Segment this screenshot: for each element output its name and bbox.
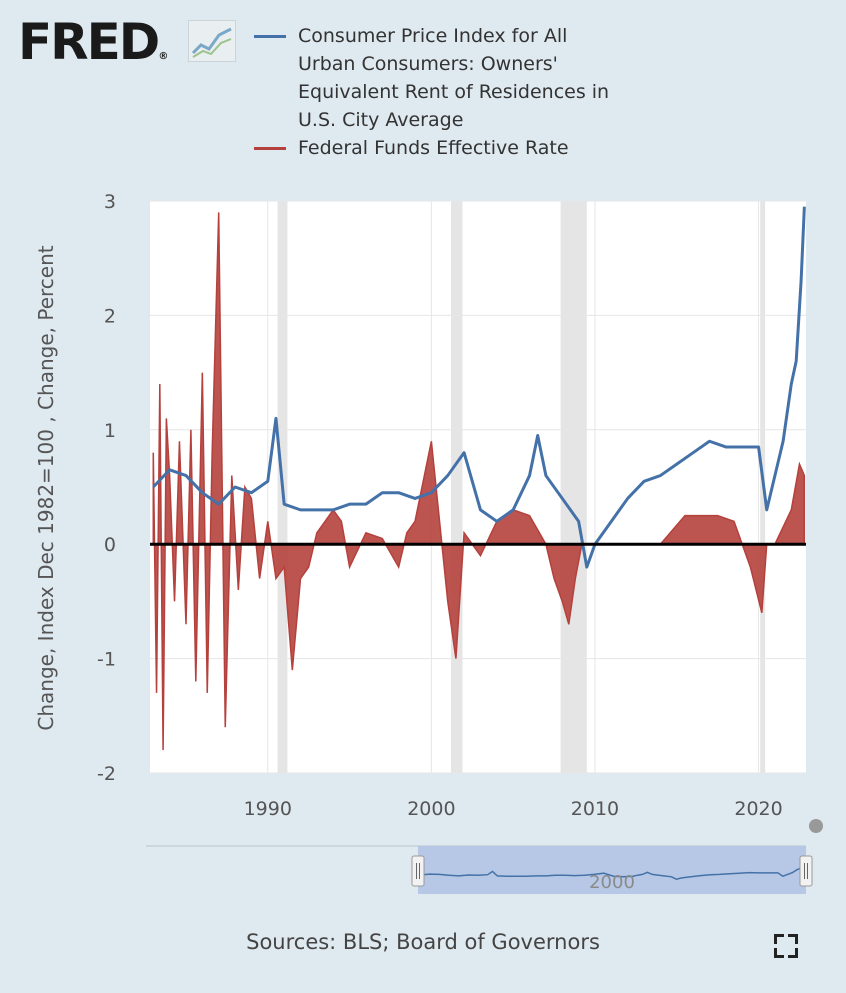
chart-legend: Consumer Price Index for All Urban Consu… <box>254 22 614 162</box>
recession-band <box>451 201 463 773</box>
series-cpi <box>152 206 806 569</box>
y-tick-label: -2 <box>97 763 116 785</box>
legend-swatch-cpi <box>254 35 286 38</box>
y-tick-label: -1 <box>97 649 116 671</box>
legend-item-fedfunds[interactable]: Federal Funds Effective Rate <box>254 134 614 162</box>
logo-text: FRED <box>18 13 160 71</box>
navigator-selection <box>418 846 806 894</box>
x-tick-label: 2000 <box>407 798 455 820</box>
y-tick-label: 0 <box>104 534 116 556</box>
chart-area: 3 2 1 0 -1 -2 1990 2000 2010 2020 2000 <box>97 191 823 894</box>
x-tick-label: 1990 <box>244 798 292 820</box>
plot-background <box>150 201 806 773</box>
sources-footer: Sources: BLS; Board of Governors <box>246 930 600 954</box>
navigator-handle-right[interactable] <box>799 855 813 887</box>
x-tick-label: 2020 <box>734 798 782 820</box>
logo-registered: ® <box>158 51 169 62</box>
series-fedfunds <box>152 212 806 751</box>
navigator-label: 2000 <box>589 872 635 893</box>
legend-item-cpi[interactable]: Consumer Price Index for All Urban Consu… <box>254 22 614 134</box>
fred-logo[interactable]: FRED® <box>18 14 168 85</box>
zoom-marker-icon <box>809 819 823 833</box>
recession-band <box>560 201 587 773</box>
legend-swatch-fedfunds <box>254 147 286 150</box>
y-tick-label: 3 <box>104 191 116 213</box>
y-tick-label: 2 <box>104 305 116 327</box>
navigator-handle-left[interactable] <box>411 855 425 887</box>
fred-graph-icon <box>188 20 236 62</box>
x-tick-label: 2010 <box>571 798 619 820</box>
fullscreen-icon[interactable] <box>774 934 798 958</box>
y-tick-label: 1 <box>104 420 116 442</box>
navigator-series <box>419 859 806 880</box>
legend-label-fedfunds: Federal Funds Effective Rate <box>298 137 569 159</box>
legend-label-cpi: Consumer Price Index for All Urban Consu… <box>298 25 610 131</box>
